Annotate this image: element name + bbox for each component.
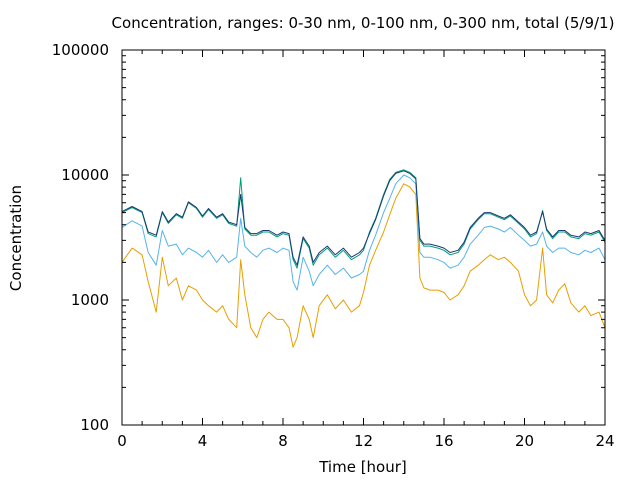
y-tick-label: 1000 [71,291,109,309]
series-line-3 [121,169,606,269]
series-layer [121,169,606,348]
series-line-4 [121,170,606,266]
x-tick-label: 8 [278,432,288,450]
series-line-2 [121,174,606,291]
x-tick-label: 0 [117,432,127,450]
y-axis-label: Concentration [7,185,25,291]
plot-frame [121,49,606,426]
y-tick-label: 10000 [61,166,109,184]
x-axis-label: Time [hour] [318,458,407,476]
series-line-1 [121,183,606,348]
x-tick-label: 4 [198,432,208,450]
x-tick-label: 16 [434,432,453,450]
chart-title: Concentration, ranges: 0-30 nm, 0-100 nm… [112,14,615,32]
x-tick-label: 12 [354,432,373,450]
x-tick-label: 24 [595,432,614,450]
y-tick-label: 100000 [52,41,109,59]
x-tick-label: 20 [515,432,534,450]
y-tick-label: 100 [80,416,109,434]
